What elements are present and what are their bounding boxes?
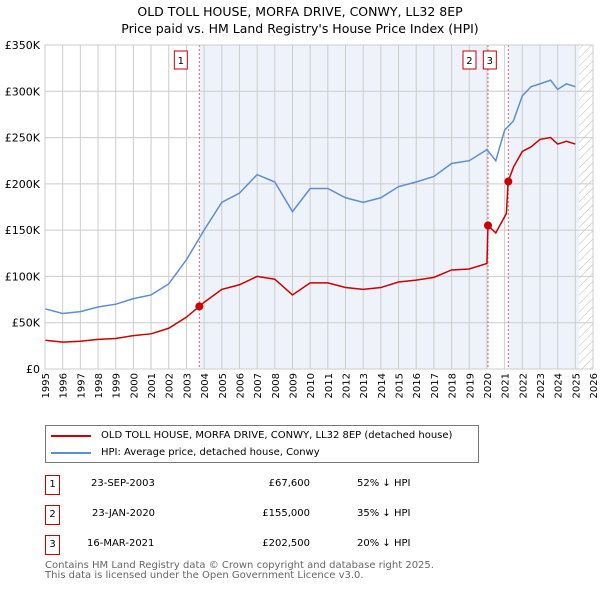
sale-date: 23-SEP-2003	[91, 478, 155, 489]
x-tick-label: 2018	[448, 373, 459, 398]
sale-marker: 3	[45, 535, 60, 555]
x-tick-label: 2011	[324, 373, 335, 398]
x-tick-label: 2026	[589, 373, 600, 398]
sale-point	[195, 302, 204, 311]
x-tick-label: 1998	[94, 373, 105, 398]
series-line	[44, 136, 576, 343]
x-tick-label: 2015	[395, 373, 406, 398]
x-tick-label: 2014	[377, 373, 388, 398]
sale-diff: 52% ↓ HPI	[357, 478, 411, 489]
x-tick-label: 2019	[465, 373, 476, 398]
x-tick-label: 2001	[147, 373, 158, 398]
y-tick-label: £350K	[5, 39, 41, 52]
x-tick-label: 2006	[235, 373, 246, 398]
x-tick-label: 2008	[271, 373, 282, 398]
x-tick-label: 2009	[288, 373, 299, 398]
y-tick-label: £0	[26, 363, 40, 376]
x-tick-label: 1995	[41, 373, 52, 398]
legend: OLD TOLL HOUSE, MORFA DRIVE, CONWY, LL32…	[45, 425, 479, 463]
x-tick-label: 1996	[59, 373, 70, 398]
x-tick-label: 2003	[182, 373, 193, 398]
sale-label-box	[173, 50, 188, 70]
sale-point	[504, 177, 513, 186]
x-tick-label: 2000	[129, 373, 140, 398]
y-tick-label: £200K	[5, 178, 41, 191]
sale-row: 2 23-JAN-2020 £155,000 35% ↓ HPI	[45, 505, 445, 525]
x-tick-label: 2005	[218, 373, 229, 398]
footer-line: This data is licensed under the Open Gov…	[45, 570, 364, 581]
x-tick-label: 2017	[430, 373, 441, 398]
sale-price: £155,000	[262, 508, 310, 519]
y-tick-label: £300K	[5, 85, 41, 98]
x-tick-label: 2024	[554, 373, 565, 398]
chart-subtitle: Price paid vs. HM Land Registry's House …	[121, 21, 479, 36]
legend-hpi: HPI: Average price, detached house, Conw…	[101, 447, 320, 458]
y-tick-label: £100K	[5, 270, 41, 283]
footer-line: Contains HM Land Registry data © Crown c…	[45, 560, 434, 571]
sale-label-box	[462, 50, 477, 70]
x-tick-label: 2007	[253, 373, 264, 398]
footer: Contains HM Land Registry data © Crown c…	[45, 561, 434, 581]
sale-date: 16-MAR-2021	[87, 538, 155, 549]
y-tick-label: £250K	[5, 132, 41, 145]
sale-label-box	[482, 50, 497, 70]
sale-price: £202,500	[262, 538, 310, 549]
x-tick-label: 2020	[483, 373, 494, 398]
x-tick-label: 2021	[501, 373, 512, 398]
shaded-period	[199, 45, 488, 369]
sale-point	[483, 221, 492, 230]
x-tick-label: 2002	[165, 373, 176, 398]
x-tick-label: 2023	[536, 373, 547, 398]
shaded-period	[508, 45, 579, 369]
x-tick-label: 2016	[412, 373, 423, 398]
x-tick-label: 2004	[200, 373, 211, 398]
x-tick-label: 2022	[518, 373, 529, 398]
sale-marker: 2	[45, 505, 60, 525]
x-tick-label: 2013	[359, 373, 370, 398]
x-tick-label: 1999	[112, 373, 123, 398]
x-tick-label: 2025	[571, 373, 582, 398]
projection-hatch	[578, 45, 593, 369]
x-tick-label: 1997	[76, 373, 87, 398]
sale-diff: 20% ↓ HPI	[357, 538, 411, 549]
sale-diff: 35% ↓ HPI	[357, 508, 411, 519]
plot-border	[44, 44, 594, 370]
sale-date: 23-JAN-2020	[92, 508, 156, 519]
legend-property: OLD TOLL HOUSE, MORFA DRIVE, CONWY, LL32…	[101, 430, 453, 441]
chart-title: OLD TOLL HOUSE, MORFA DRIVE, CONWY, LL32…	[137, 4, 463, 19]
sale-row: 1 23-SEP-2003 £67,600 52% ↓ HPI	[45, 475, 445, 495]
x-tick-label: 2010	[306, 373, 317, 398]
series-line	[44, 79, 576, 315]
legend-swatch-hpi	[51, 451, 91, 454]
x-tick-label: 2012	[342, 373, 353, 398]
sale-price: £67,600	[268, 478, 310, 489]
sale-label: 2	[466, 56, 472, 67]
legend-swatch-property	[51, 434, 91, 437]
sale-label: 1	[178, 56, 184, 67]
price-chart: 1995 1996 1997 1998 1999 2000 2001 2002 2003 2004…	[5, 39, 600, 398]
y-tick-label: £150K	[5, 224, 41, 237]
sale-marker: 1	[45, 475, 60, 495]
sale-row: 3 16-MAR-2021 £202,500 20% ↓ HPI	[45, 535, 445, 555]
sale-label: 3	[487, 56, 493, 67]
y-tick-label: £50K	[12, 317, 41, 330]
